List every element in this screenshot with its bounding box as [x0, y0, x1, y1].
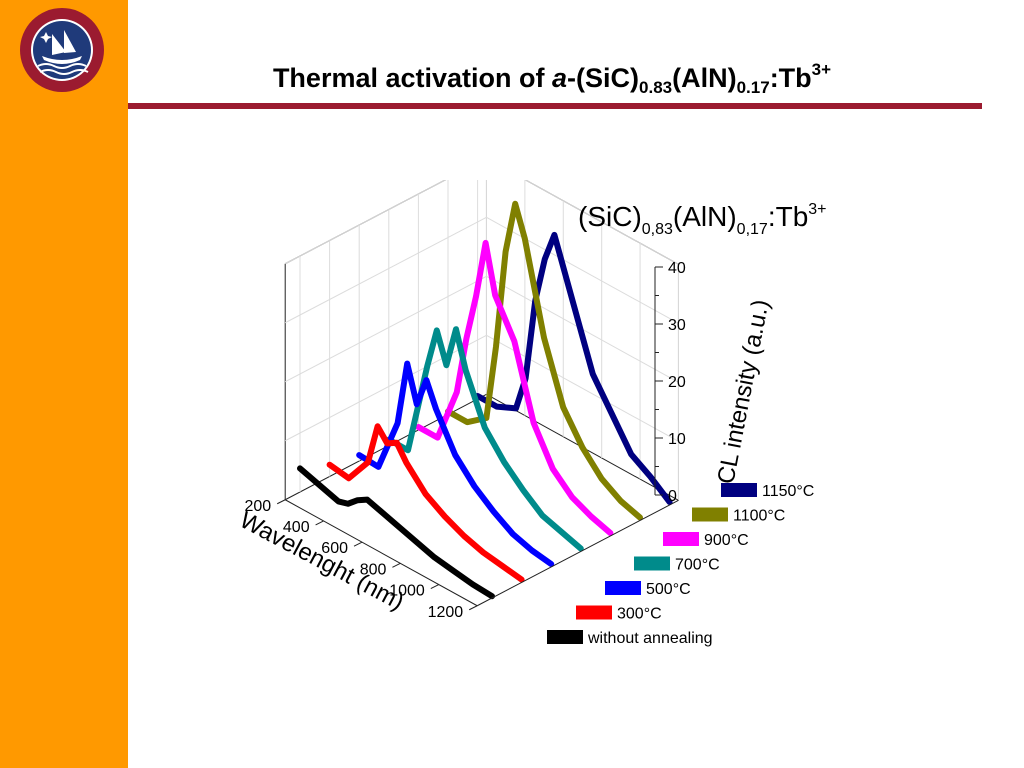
x-tick-label: 1200	[428, 604, 464, 621]
grid-line-intensity	[284, 275, 679, 383]
series-line-without-annealing	[297, 465, 495, 600]
x-tick-mark	[430, 584, 440, 589]
z-tick-label: 20	[668, 374, 686, 391]
z-tick-label: 10	[668, 431, 686, 448]
series-line-900-c	[415, 239, 614, 537]
legend-label-1150-c: 1150°C	[762, 483, 814, 500]
x-tick-mark	[392, 562, 401, 568]
x-tick-mark	[353, 541, 363, 547]
intensity-axis: 0 10 20 30 40	[654, 260, 686, 505]
plot-box-front	[284, 499, 679, 607]
z-tick-label: 40	[668, 260, 686, 277]
x-tick-mark	[315, 520, 324, 526]
series-line-700-c	[385, 326, 584, 552]
x-tick-mark	[468, 605, 478, 611]
grid-line-intensity	[284, 216, 679, 324]
legend-swatch-700-c	[634, 556, 670, 571]
legend-swatch-300-c	[576, 605, 612, 620]
wavelength-axis-line	[284, 499, 478, 607]
legend-swatch-without-annealing	[547, 630, 583, 644]
legend-label-500-c: 500°C	[646, 581, 691, 598]
waves-icon-2	[39, 69, 89, 75]
sidebar-band	[0, 0, 128, 768]
x-tick-label: 1000	[389, 583, 425, 600]
legend-label-700-c: 700°C	[675, 557, 720, 574]
depth-axis-line	[476, 499, 679, 607]
x-tick-label: 600	[321, 540, 348, 557]
legend-swatch-900-c	[663, 532, 699, 546]
z-tick-label: 30	[668, 317, 686, 334]
chart-title: (SiC)0,83(AlN)0,17:Tb3+	[578, 201, 827, 238]
legend-label-1100-c: 1100°C	[733, 508, 785, 525]
waves-icon	[37, 63, 87, 69]
legend-swatch-1100-c	[692, 507, 728, 522]
x-tick-label: 400	[283, 519, 310, 536]
x-tick-label: 800	[360, 561, 387, 578]
series-line-1150-c	[474, 231, 673, 506]
grid-line-intensity	[284, 180, 679, 265]
grid-line-intensity	[284, 334, 679, 442]
legend-swatch-1150-c	[721, 483, 757, 497]
series-lines	[297, 200, 673, 600]
x-tick-label: 200	[244, 498, 271, 515]
legend-swatch-500-c	[605, 581, 641, 595]
star-icon	[40, 32, 52, 43]
legend-label-900-c: 900°C	[704, 532, 749, 549]
series-line-1100-c	[445, 200, 643, 521]
chart-legend: without annealing 300°C 500°C 700°C 900°C 110…	[547, 483, 814, 647]
series-line-500-c	[356, 360, 555, 568]
legend-label-without-annealing: without annealing	[587, 630, 713, 647]
z-tick-label: 0	[668, 488, 677, 505]
x-tick-mark	[276, 499, 286, 505]
slide-title: Thermal activation of a-(SiC)0.83(AlN)0.…	[272, 60, 832, 97]
series-line-300-c	[326, 423, 525, 583]
university-seal-logo	[20, 8, 104, 92]
z-axis-title: CL intensity (a.u.)	[712, 297, 774, 486]
legend-label-300-c: 300°C	[617, 606, 662, 623]
title-divider	[128, 103, 982, 109]
ship-sails-icon	[52, 30, 76, 55]
ship-hull-icon	[42, 56, 82, 64]
